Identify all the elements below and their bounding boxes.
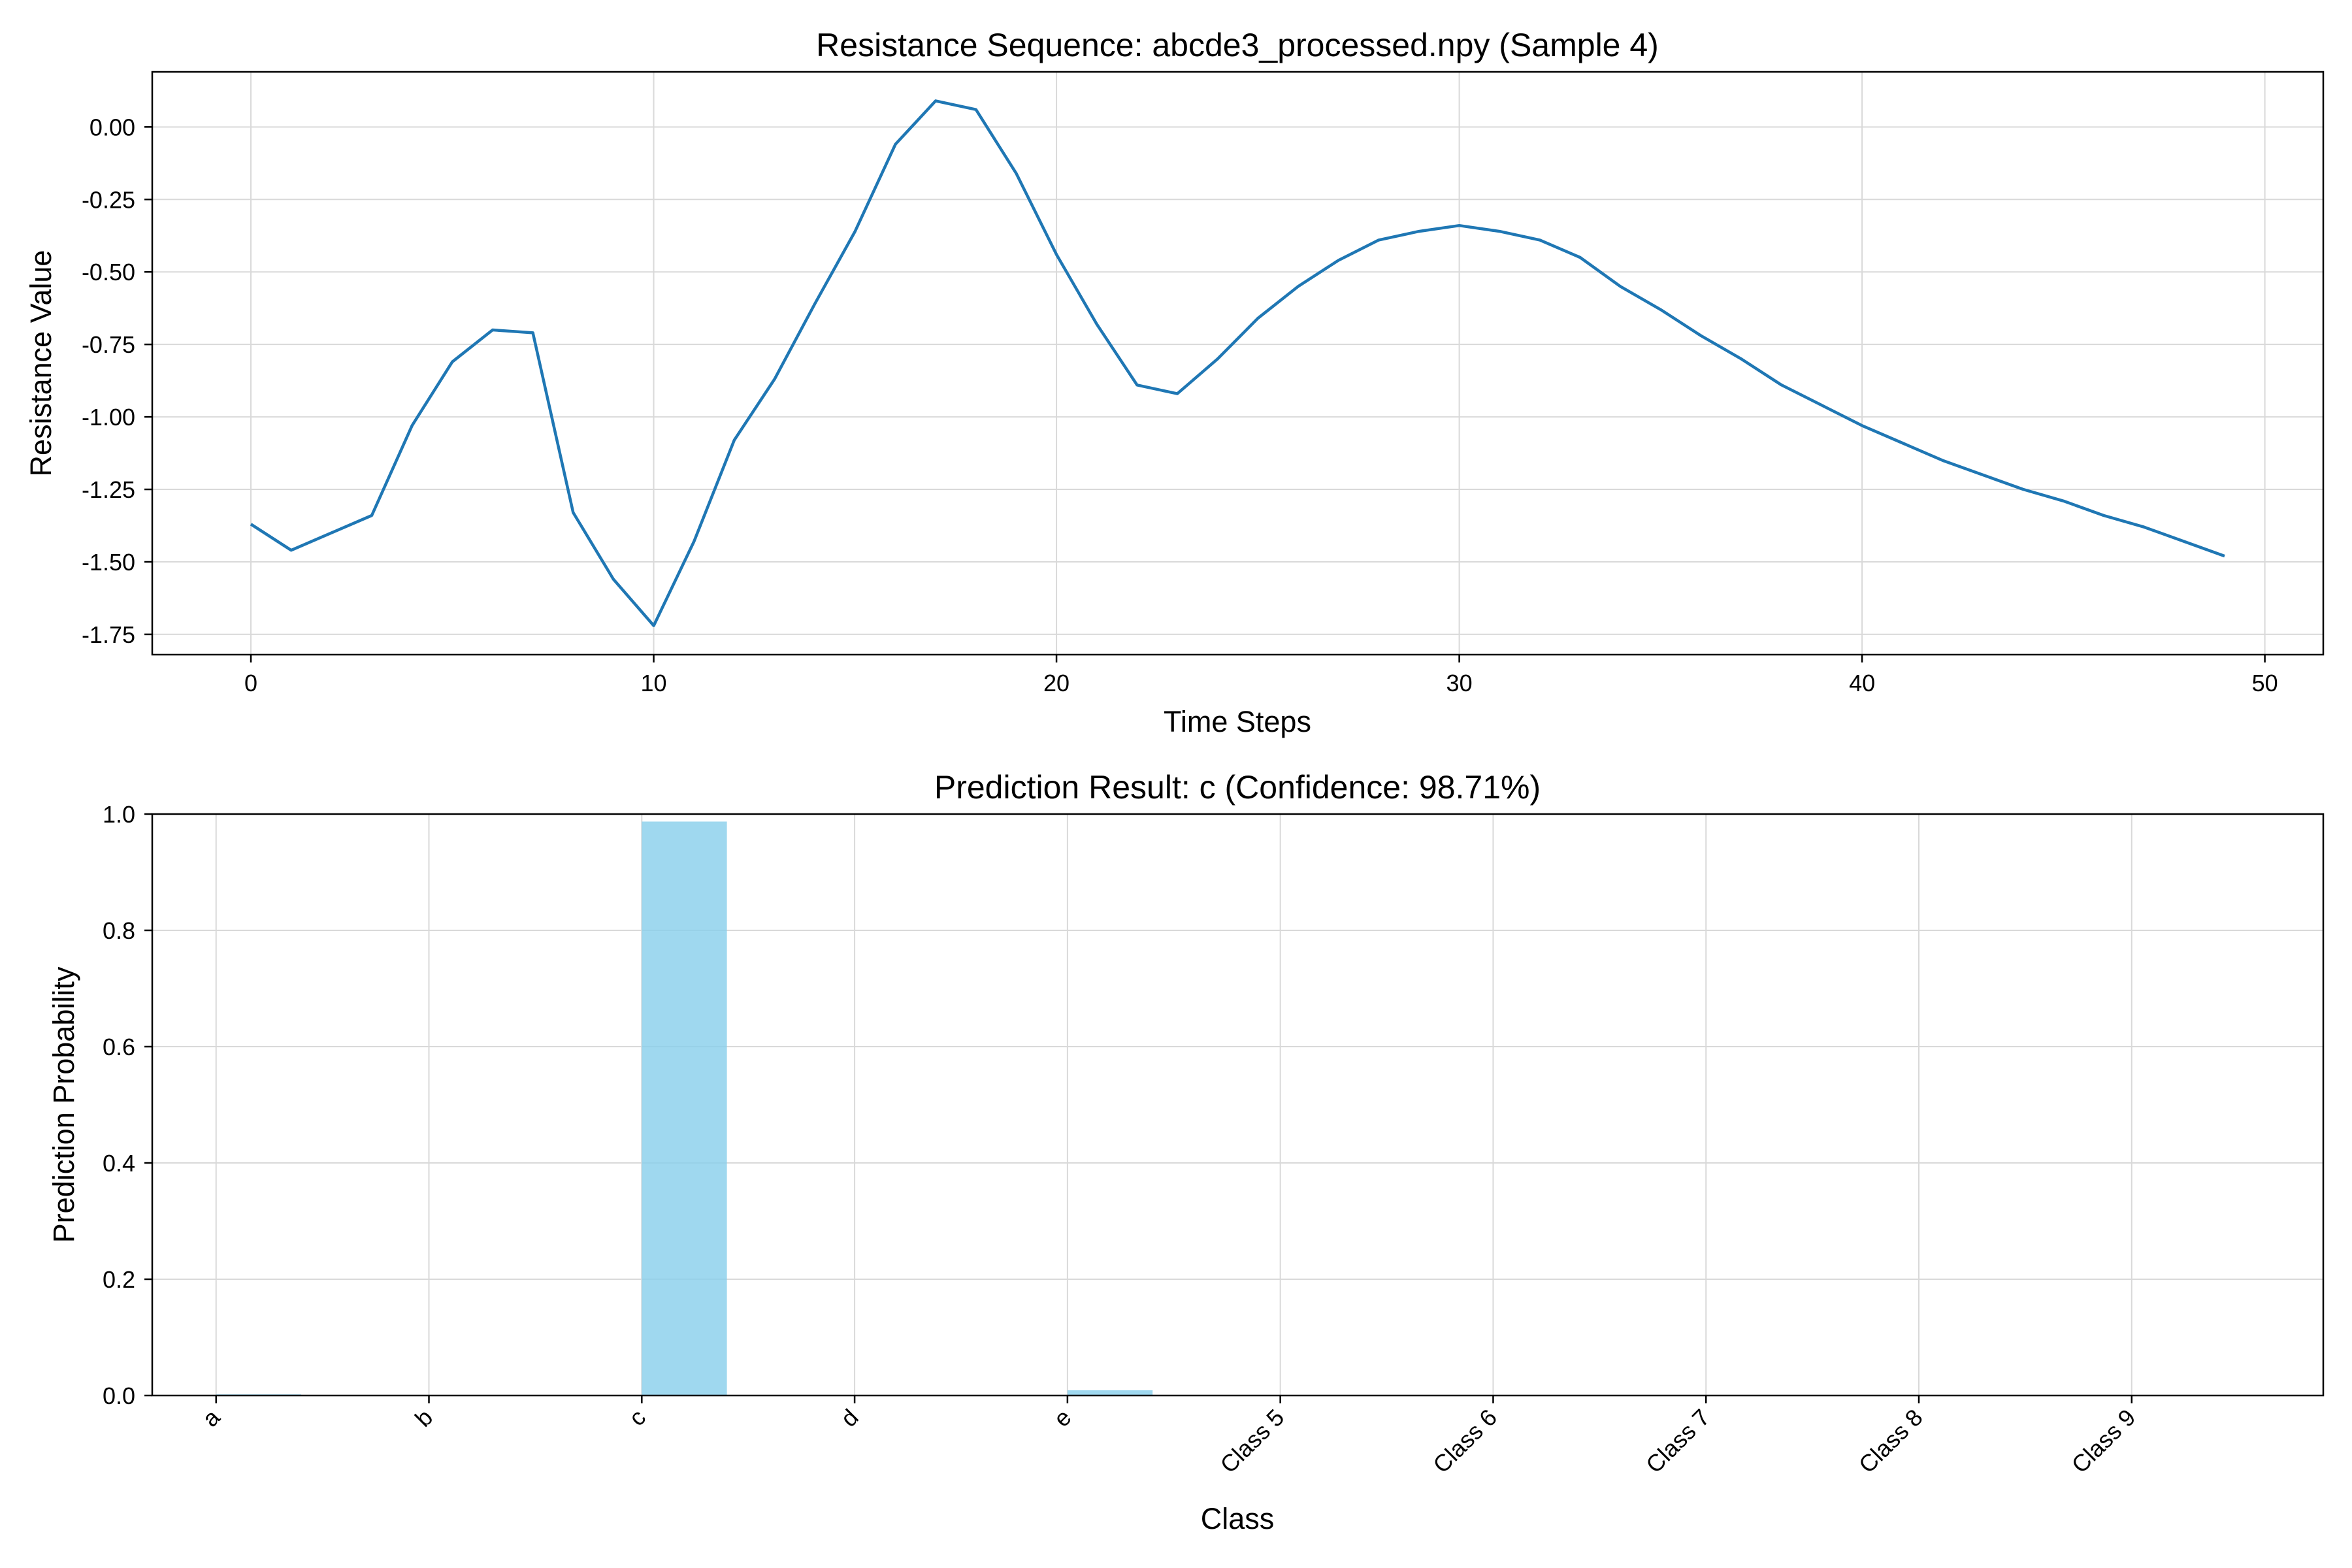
bar-chart-xlabel: Class bbox=[1201, 1502, 1275, 1535]
line-chart: 0 10 20 30 40 50 0.00 -0.25 -0.50 -0.75 -1.00 -1.25… bbox=[24, 27, 2325, 738]
bar-chart-axes-frame bbox=[151, 813, 2325, 1397]
line-chart-y-tick-label: -0.25 bbox=[82, 186, 135, 213]
line-chart-x-tick-label: 20 bbox=[1043, 670, 1070, 696]
line-chart-ylabel: Resistance Value bbox=[24, 250, 57, 477]
bar bbox=[1067, 1390, 1153, 1396]
bar-chart-y-tick-label: 1.0 bbox=[103, 801, 135, 828]
line-chart-series bbox=[250, 99, 2225, 627]
line-series bbox=[250, 99, 2225, 627]
line-chart-x-tick-label: 30 bbox=[1446, 670, 1473, 696]
line-chart-x-tick-label: 40 bbox=[1849, 670, 1875, 696]
line-chart-y-tick-label: -1.50 bbox=[82, 549, 135, 576]
bar bbox=[642, 821, 727, 1396]
line-chart-y-tick-label: -1.75 bbox=[82, 621, 135, 648]
bar-chart-y-tick-label: 0.2 bbox=[103, 1266, 135, 1293]
line-chart-x-tick-label: 0 bbox=[244, 670, 257, 696]
bar-chart-y-tick-label: 0.8 bbox=[103, 917, 135, 944]
line-chart-y-tick-label: -0.75 bbox=[82, 331, 135, 358]
bar-chart-bars bbox=[216, 821, 1153, 1396]
line-chart-y-tick-label: -1.25 bbox=[82, 476, 135, 503]
line-chart-grid bbox=[152, 72, 2323, 655]
line-chart-x-tick-label: 50 bbox=[2252, 670, 2278, 696]
line-chart-ticks: 0 10 20 30 40 50 0.00 -0.25 -0.50 -0.75 -1.00 -1.25… bbox=[82, 114, 2278, 696]
bar-chart-title: Prediction Result: c (Confidence: 98.71%… bbox=[934, 769, 1541, 806]
line-chart-xlabel: Time Steps bbox=[1164, 705, 1311, 738]
bar-chart-ylabel: Prediction Probability bbox=[47, 966, 80, 1243]
line-chart-axes-frame bbox=[151, 71, 2325, 656]
line-chart-x-tick-label: 10 bbox=[641, 670, 667, 696]
line-chart-y-tick-label: -1.00 bbox=[82, 404, 135, 431]
bar-chart-y-tick-label: 0.4 bbox=[103, 1150, 135, 1177]
bar-chart-y-tick-label: 0.6 bbox=[103, 1034, 135, 1060]
line-chart-title: Resistance Sequence: abcde3_processed.np… bbox=[816, 27, 1659, 63]
bar-chart-y-tick-label: 0.0 bbox=[103, 1382, 135, 1409]
line-chart-y-tick-label: -0.50 bbox=[82, 259, 135, 286]
line-chart-y-tick-label: 0.00 bbox=[90, 114, 135, 140]
